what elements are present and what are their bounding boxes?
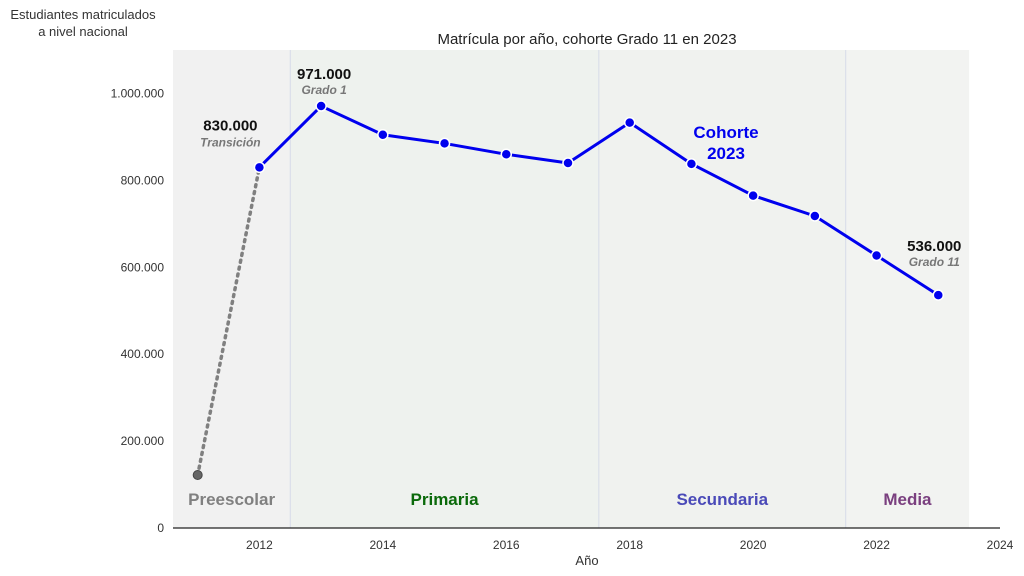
- x-tick-label: 2022: [863, 538, 890, 552]
- annotation-value: 830.000: [203, 117, 257, 134]
- cohort-point: [932, 289, 945, 301]
- x-tick-label: 2024: [987, 538, 1014, 552]
- y-tick-label: 400.000: [121, 347, 165, 361]
- y-tick-label: 600.000: [121, 260, 165, 274]
- preescolar-start-point: [192, 469, 203, 480]
- cohort-point: [562, 157, 574, 169]
- cohort-point: [500, 148, 513, 161]
- x-tick-label: 2016: [493, 538, 520, 552]
- stage-panel-secundaria: [598, 50, 846, 528]
- cohort-point: [685, 158, 698, 170]
- stage-panel-primaria: [290, 50, 599, 528]
- annotation-sub: Grado 1: [301, 83, 347, 97]
- annotation-value: 536.000: [907, 238, 961, 255]
- x-tick-label: 2014: [369, 538, 396, 552]
- y-tick-label: 200.000: [121, 434, 165, 448]
- cohort-point: [253, 161, 266, 174]
- x-axis-label: Año: [575, 553, 598, 568]
- chart-title: Matrícula por año, cohorte Grado 11 en 2…: [437, 31, 736, 48]
- cohort-line: [258, 104, 940, 297]
- series-lines: [195, 104, 940, 477]
- stage-panel-preescolar: [173, 50, 291, 528]
- cohort-point: [438, 137, 451, 150]
- stage-label-primaria: Primaria: [411, 490, 480, 509]
- cohort-point: [809, 210, 821, 222]
- y-tick-label: 1.000.000: [111, 86, 165, 100]
- stage-label-preescolar: Preescolar: [188, 490, 275, 509]
- cohort-point: [315, 100, 327, 112]
- series-points: [192, 100, 945, 480]
- y-tick-label: 0: [157, 521, 164, 535]
- axes: 2012 2014 2016 2018 2020 2022 2024 0 200.000 400.…: [111, 86, 1014, 552]
- cohort-point: [623, 116, 636, 129]
- y-tick-label: 800.000: [121, 173, 165, 187]
- stage-labels: Preescolar Primaria Secundaria Media: [188, 490, 932, 509]
- x-tick-label: 2012: [246, 538, 273, 552]
- stage-panel-media: [845, 50, 970, 528]
- annotation-sub: Transición: [200, 135, 260, 149]
- x-tick-label: 2018: [616, 538, 643, 552]
- stage-backgrounds: [173, 50, 970, 528]
- stage-label-media: Media: [883, 490, 932, 509]
- annotation-value: 971.000: [297, 66, 351, 83]
- preescolar-dotted-line: [195, 165, 262, 477]
- annotation-sub: Grado 11: [909, 255, 960, 269]
- cohort-point: [870, 249, 883, 262]
- stage-label-secundaria: Secundaria: [676, 490, 768, 509]
- y-axis-label: Estudiantes matriculados a nivel naciona…: [10, 7, 156, 39]
- cohort-point: [747, 189, 759, 202]
- cohort-label: Cohorte 2023: [693, 123, 758, 163]
- cohort-point: [377, 128, 389, 141]
- x-tick-label: 2020: [740, 538, 767, 552]
